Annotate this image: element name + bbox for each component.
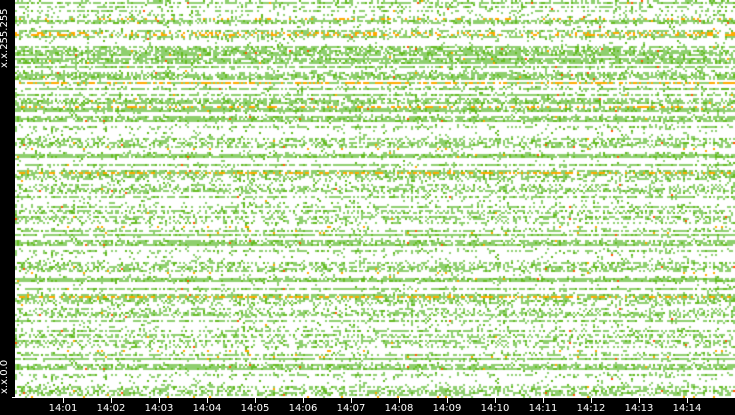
x-tick-label: 14:13 bbox=[624, 403, 654, 414]
x-tick-label: 14:09 bbox=[432, 403, 462, 414]
y-label-bottom: x.x.0.0 bbox=[0, 359, 10, 394]
x-tick bbox=[639, 398, 640, 403]
x-tick bbox=[399, 398, 400, 403]
heatmap-canvas bbox=[15, 0, 735, 398]
y-label-top: x.x.255.255 bbox=[0, 8, 10, 68]
y-tick bbox=[12, 397, 15, 398]
x-tick bbox=[111, 398, 112, 403]
x-tick bbox=[687, 398, 688, 403]
x-axis: 14:01 14:02 14:03 14:04 14:05 14:06 14:07 14:08… bbox=[15, 398, 735, 415]
x-tick bbox=[255, 398, 256, 403]
x-tick-label: 14:01 bbox=[48, 403, 78, 414]
x-tick-label: 14:07 bbox=[336, 403, 366, 414]
x-tick bbox=[543, 398, 544, 403]
x-tick-label: 14:10 bbox=[480, 403, 510, 414]
x-tick bbox=[591, 398, 592, 403]
x-tick-label: 14:12 bbox=[576, 403, 606, 414]
x-tick-label: 14:02 bbox=[96, 403, 126, 414]
x-tick bbox=[159, 398, 160, 403]
x-tick bbox=[63, 398, 64, 403]
x-tick-label: 14:08 bbox=[384, 403, 414, 414]
x-tick-label: 14:14 bbox=[672, 403, 702, 414]
x-tick-label: 14:11 bbox=[528, 403, 558, 414]
x-tick-label: 14:04 bbox=[192, 403, 222, 414]
x-tick bbox=[495, 398, 496, 403]
x-tick-label: 14:03 bbox=[144, 403, 174, 414]
y-axis: x.x.255.255 x.x.0.0 bbox=[0, 0, 15, 398]
x-tick-label: 14:05 bbox=[240, 403, 270, 414]
x-tick bbox=[303, 398, 304, 403]
x-tick-label: 14:06 bbox=[288, 403, 318, 414]
x-tick bbox=[351, 398, 352, 403]
x-tick bbox=[447, 398, 448, 403]
x-tick bbox=[207, 398, 208, 403]
